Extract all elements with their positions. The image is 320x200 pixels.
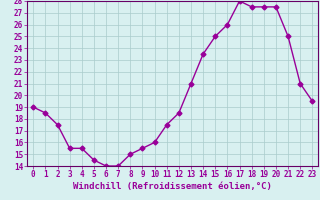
X-axis label: Windchill (Refroidissement éolien,°C): Windchill (Refroidissement éolien,°C) <box>73 182 272 191</box>
